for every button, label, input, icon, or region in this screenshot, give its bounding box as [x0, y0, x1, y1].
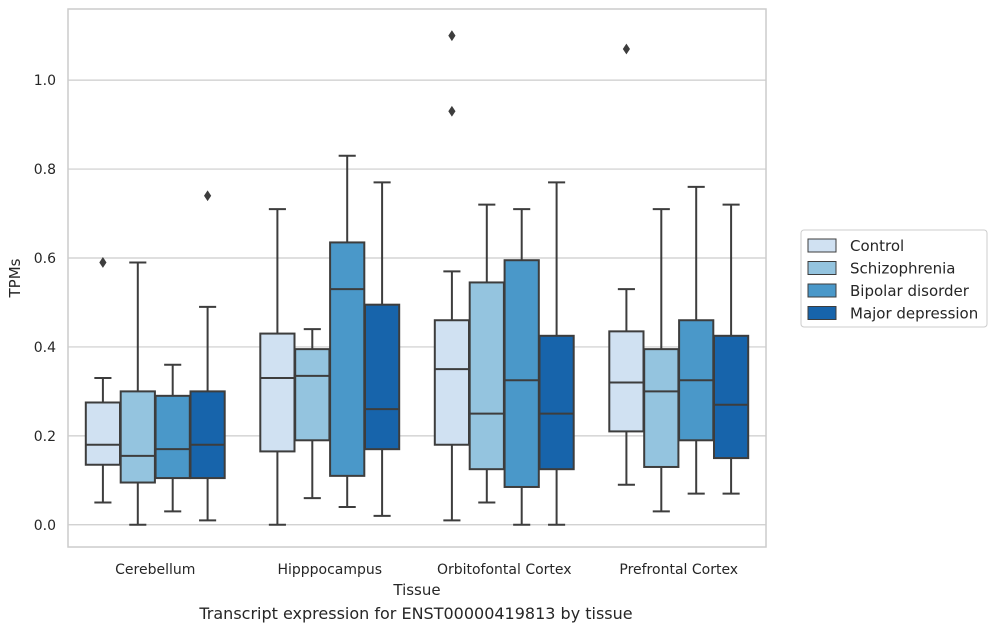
legend-frame	[800, 229, 988, 328]
box-schizophrenia	[119, 261, 156, 526]
box-iqr	[643, 348, 680, 468]
box-iqr	[433, 319, 471, 446]
outlier-point	[99, 257, 107, 268]
outlier-point	[448, 105, 456, 117]
y-tick-label: 0.4	[34, 340, 56, 356]
legend-swatch	[807, 261, 837, 275]
y-tick-label: 0.2	[34, 429, 56, 445]
box-iqr	[712, 334, 750, 460]
box-iqr	[363, 303, 401, 451]
box-major-depression	[189, 190, 226, 522]
y-tick-label: 0.0	[34, 518, 56, 534]
box-iqr	[503, 259, 540, 488]
y-tick-label: 1.0	[34, 73, 56, 89]
x-tick-label: Cerebellum	[115, 562, 195, 578]
box-major-depression	[538, 181, 575, 526]
box-bipolar-disorder	[503, 208, 540, 526]
legend-label: Bipolar disorder	[850, 282, 970, 300]
box-bipolar-disorder	[154, 363, 191, 513]
legend-label: Schizophrenia	[850, 260, 955, 278]
box-iqr	[329, 241, 366, 477]
box-control	[433, 30, 471, 522]
box-major-depression	[712, 203, 750, 495]
plot-frame	[67, 8, 767, 548]
y-tick-label: 0.8	[34, 162, 56, 178]
box-iqr	[468, 281, 505, 471]
box-schizophrenia	[643, 208, 680, 513]
legend-label: Control	[850, 237, 904, 255]
box-schizophrenia	[468, 203, 505, 504]
x-axis-label: Tissue	[392, 581, 440, 599]
box-bipolar-disorder	[678, 185, 715, 495]
boxes	[84, 30, 750, 526]
outlier-point	[448, 30, 456, 42]
box-iqr	[84, 401, 122, 466]
y-axis-label: TPMs	[6, 258, 24, 298]
box-iqr	[259, 332, 296, 453]
box-bipolar-disorder	[329, 154, 366, 508]
outlier-point	[204, 190, 212, 202]
legend: Control Schizophrenia Bipolar disorder Majo…	[800, 229, 988, 328]
legend-swatch	[807, 283, 837, 298]
box-control	[259, 208, 296, 526]
legend-swatch	[807, 306, 837, 320]
y-axis-ticks: 0.0 0.2 0.4 0.6 0.8 1.0	[34, 73, 56, 534]
legend-swatch	[807, 238, 837, 253]
legend-label: Major depression	[850, 305, 978, 323]
box-iqr	[294, 348, 331, 442]
box-iqr	[189, 390, 226, 480]
box-major-depression	[363, 181, 401, 517]
y-tick-label: 0.6	[34, 251, 56, 267]
x-tick-label: Orbitofontal Cortex	[437, 562, 572, 578]
box-iqr	[608, 330, 645, 433]
box-iqr	[154, 394, 191, 480]
x-axis-ticks: Cerebellum Hipppocampus Orbitofontal Corte…	[115, 562, 738, 578]
box-control	[84, 257, 122, 504]
box-iqr	[119, 390, 156, 484]
box-schizophrenia	[294, 328, 331, 500]
figure-caption: Transcript expression for ENST0000041981…	[199, 604, 633, 623]
x-tick-label: Hipppocampus	[277, 562, 382, 578]
box-control	[608, 43, 645, 486]
box-iqr	[538, 334, 575, 471]
x-tick-label: Prefrontal Cortex	[619, 562, 738, 578]
outlier-point	[622, 43, 630, 55]
